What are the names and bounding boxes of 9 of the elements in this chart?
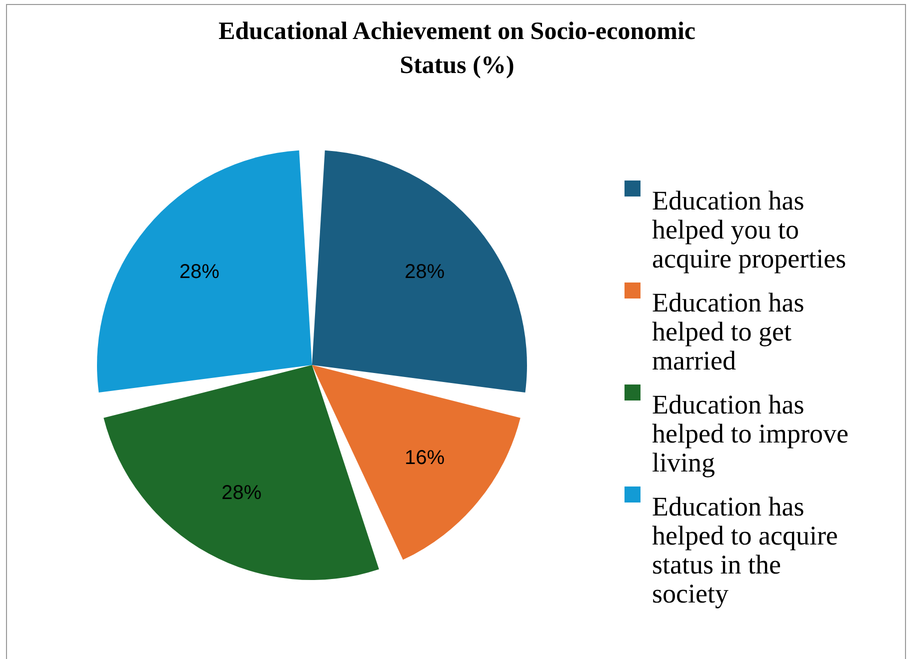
data-label: 16% xyxy=(404,447,445,470)
legend-label: Education has helped to acquire status in the society xyxy=(652,492,838,608)
chart-title: Educational Achievement on Socio-economic Status (%) xyxy=(217,17,697,81)
legend-label: Education has helped to improve living xyxy=(652,390,848,478)
legend-label: Education has helped you to acquire properties xyxy=(652,186,846,274)
data-label: 28% xyxy=(222,482,262,504)
data-label: 28% xyxy=(404,260,445,283)
data-label: 28% xyxy=(179,260,220,283)
legend-label: Education has helped to get married xyxy=(652,288,804,376)
